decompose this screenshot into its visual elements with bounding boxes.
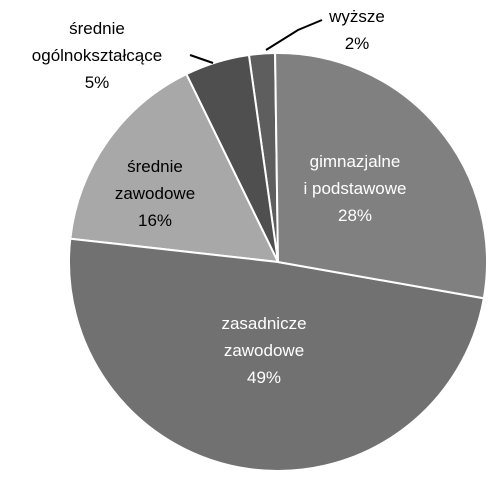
label-line: zawodowe — [224, 341, 304, 360]
label-line: zawodowe — [115, 184, 195, 203]
leader-line — [265, 19, 323, 51]
slice-label: średnie zawodowe 16% — [115, 157, 195, 230]
label-line: i podstawowe — [303, 179, 406, 198]
label-line: zasadnicze — [221, 314, 306, 333]
value-label: 49% — [247, 368, 281, 387]
pie-slice — [68, 237, 485, 472]
label-line: średnie — [127, 157, 183, 176]
label-line: średnie — [69, 19, 125, 38]
slice-label: wyższe 2% — [328, 7, 385, 53]
pie-slice — [69, 72, 280, 264]
value-label: 5% — [85, 73, 110, 92]
value-label: 16% — [138, 211, 172, 230]
value-label: 28% — [338, 206, 372, 225]
label-line: ogólnokształcące — [32, 46, 162, 65]
slice-label: zasadnicze zawodowe 49% — [221, 314, 306, 387]
leader-line — [189, 54, 214, 64]
slice-label: średnie ogólnokształcące 5% — [32, 19, 162, 92]
label-line: gimnazjalne — [310, 152, 401, 171]
value-label: 2% — [345, 34, 370, 53]
slice-label: gimnazjalne i podstawowe 28% — [303, 152, 406, 225]
pie-slice — [274, 52, 488, 300]
label-line: wyższe — [328, 7, 385, 26]
